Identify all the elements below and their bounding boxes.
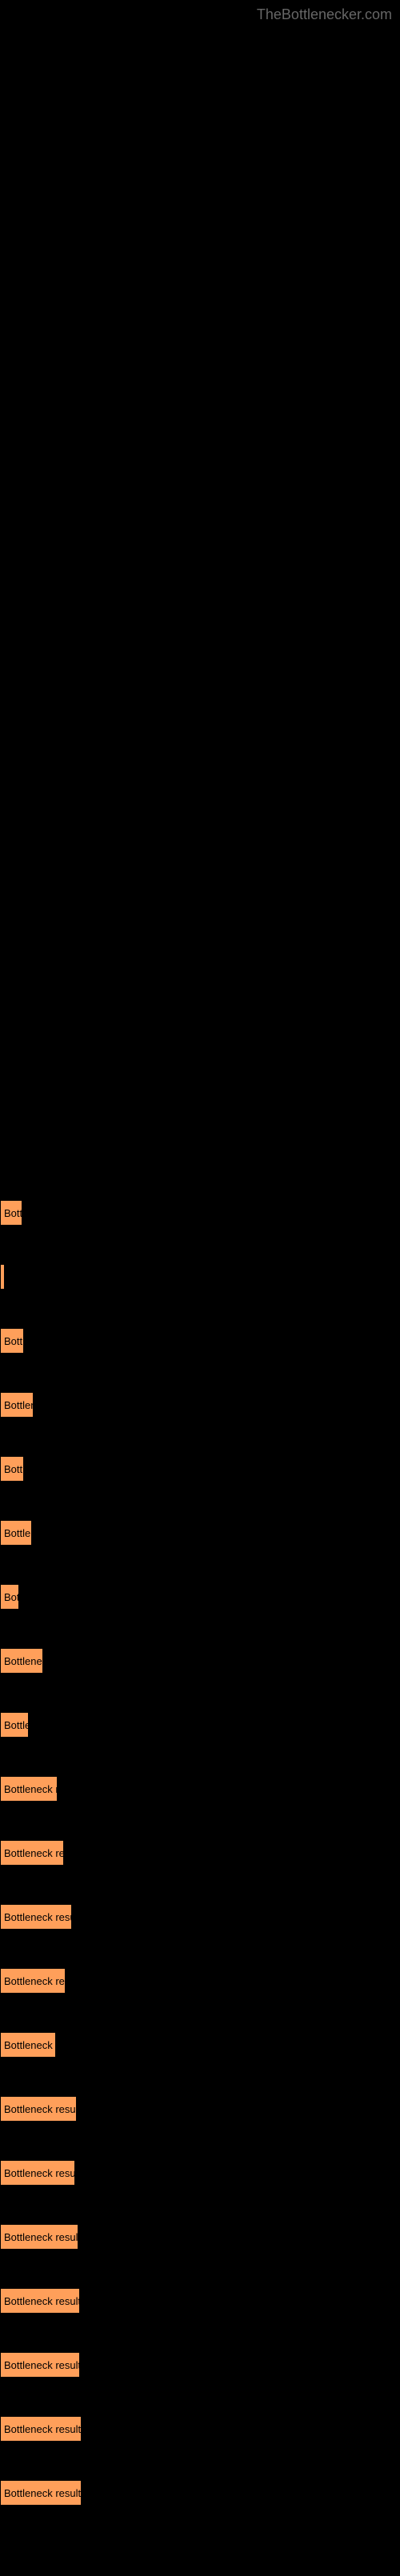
bar-group: Bottleneck result <box>0 1584 19 1610</box>
bottleneck-bar: Bottleneck result <box>0 1328 24 1354</box>
bar-group: Bottleneck result <box>0 1840 64 1866</box>
watermark-text: TheBottlenecker.com <box>257 6 392 23</box>
bar-group: Bottleneck result <box>0 1648 43 1674</box>
bar-group: Bottleneck result <box>0 1968 66 1994</box>
bar-group: Bottleneck result <box>0 1392 34 1418</box>
bar-group: Bottleneck result <box>0 1520 32 1546</box>
bar-group: Bottleneck result <box>0 2352 80 2378</box>
bottleneck-bar: Bottleneck result <box>0 1392 34 1418</box>
bottleneck-bar: Bottleneck result <box>0 2480 82 2506</box>
bottleneck-bar: Bottleneck result <box>0 2352 80 2378</box>
bar-group: Bottleneck result <box>0 1264 5 1290</box>
bottleneck-bar: Bottleneck result <box>0 1200 22 1226</box>
bottleneck-bar: Bottleneck result <box>0 1712 29 1738</box>
bottleneck-bar: Bottleneck result <box>0 2160 75 2186</box>
bottleneck-bar: Bottleneck result <box>0 1904 72 1930</box>
bar-group: Bottleneck result <box>0 1328 24 1354</box>
bottleneck-bar: Bottleneck result <box>0 1264 5 1290</box>
bar-group: Bottleneck result <box>0 1200 22 1226</box>
bar-group: Bottleneck result <box>0 2480 82 2506</box>
bottleneck-bar: Bottleneck result <box>0 2032 56 2058</box>
bottleneck-bar: Bottleneck result <box>0 2224 78 2250</box>
bottleneck-bar: Bottleneck result <box>0 1840 64 1866</box>
bar-group: Bottleneck result <box>0 2224 78 2250</box>
bar-group: Bottleneck result <box>0 2160 75 2186</box>
bar-group: Bottleneck result <box>0 2032 56 2058</box>
bottleneck-bar: Bottleneck result <box>0 1456 24 1482</box>
bottleneck-bar: Bottleneck result <box>0 1968 66 1994</box>
bar-group: Bottleneck result <box>0 1456 24 1482</box>
bottleneck-bar: Bottleneck result <box>0 1776 58 1802</box>
bottleneck-bar: Bottleneck result <box>0 2416 82 2442</box>
bar-group: Bottleneck result <box>0 1904 72 1930</box>
bar-group: Bottleneck result <box>0 2288 80 2314</box>
bottleneck-bar: Bottleneck result <box>0 2288 80 2314</box>
bar-group: Bottleneck result <box>0 1776 58 1802</box>
bottleneck-bar: Bottleneck result <box>0 1520 32 1546</box>
bar-group: Bottleneck result <box>0 2416 82 2442</box>
bottleneck-bar: Bottleneck result <box>0 1584 19 1610</box>
bottleneck-bar: Bottleneck result <box>0 1648 43 1674</box>
bar-group: Bottleneck result <box>0 2096 77 2122</box>
bar-group: Bottleneck result <box>0 1712 29 1738</box>
bottleneck-bar: Bottleneck result <box>0 2096 77 2122</box>
